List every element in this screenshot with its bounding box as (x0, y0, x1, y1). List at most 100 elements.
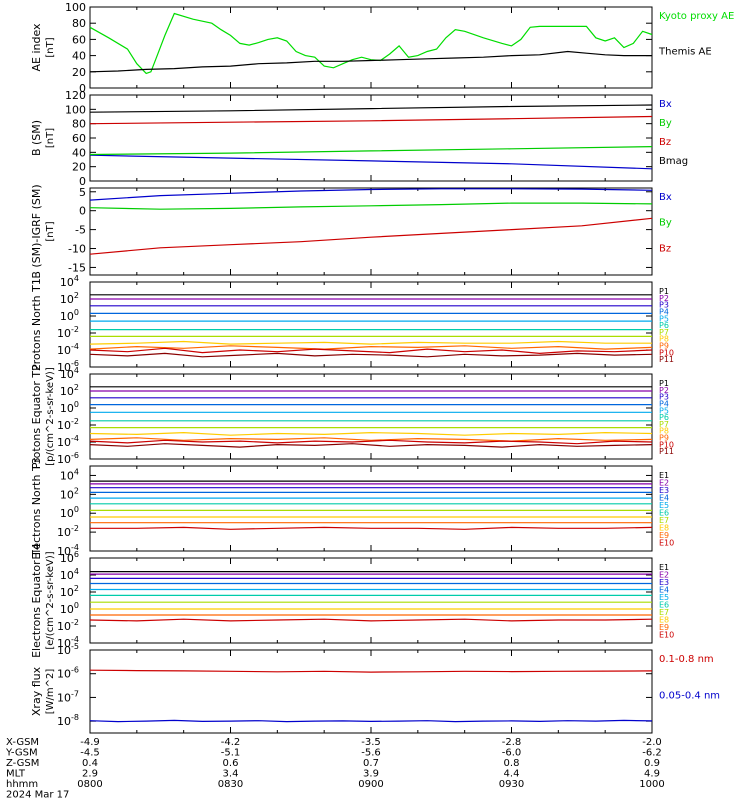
y-tick-label: 10-2 (57, 417, 79, 432)
ephem-row-label: hhmm (6, 779, 38, 790)
y-tick-label: 10-7 (57, 689, 79, 704)
series-p10 (89, 439, 653, 445)
y-tick-label: 60 (72, 132, 86, 145)
legend-entry: Bz (659, 137, 671, 148)
legend-entry: E10 (659, 631, 674, 640)
legend-entry: P9 (659, 342, 669, 351)
series-bx (89, 154, 653, 170)
panel-5: 10-6 10-4 10-2 100 102 104 Protons Equator T2[… (30, 364, 674, 469)
y-tick-label: 40 (72, 146, 86, 159)
legend-entry: P3 (659, 393, 669, 402)
ephem-value: -5.1 (221, 748, 241, 759)
legend-entry: P8 (659, 335, 669, 344)
y-tick-label: -10 (68, 243, 86, 256)
y-axis-label: Protons North T1 (30, 278, 43, 371)
series-by (89, 146, 653, 156)
legend-entry: P3 (659, 301, 669, 310)
legend-entry: E2 (659, 571, 669, 580)
legend-entry: Themis AE (658, 47, 712, 58)
legend-entry: P9 (659, 434, 669, 443)
ephem-value: 0900 (358, 779, 383, 790)
panel-frame (89, 465, 653, 552)
ephem-value: -3.5 (361, 737, 381, 748)
y-axis-label: B (SM) (30, 120, 43, 156)
y-tick-label: 104 (60, 366, 79, 381)
legend-entry: P2 (659, 386, 669, 395)
series-bx (89, 188, 653, 201)
panel-8: 10-8 10-7 10-6 10-5 Xray flux [W/m^2] 0.1-0.8 … (30, 642, 720, 734)
legend-entry: P1 (659, 379, 669, 388)
y-tick-label: 5 (79, 186, 86, 199)
y-tick-label: 10-4 (57, 342, 79, 357)
legend-entry: P11 (659, 447, 674, 456)
series-themis-ae (89, 50, 652, 73)
y-tick-label: 80 (72, 118, 86, 131)
y-axis-units: [nT] (45, 221, 56, 241)
y-tick-label: 104 (60, 467, 79, 482)
ephem-value: 0830 (218, 779, 243, 790)
ephem-value: 0930 (499, 779, 524, 790)
legend-entry: By (659, 118, 672, 129)
ephem-row-label: Y-GSM (5, 748, 38, 759)
y-tick-label: -5 (75, 224, 86, 237)
ephem-value: 0.8 (504, 758, 520, 769)
y-axis-units: [nT] (45, 37, 56, 57)
y-axis-units: [e/(cm^2-s-sr-keV)] (45, 551, 56, 649)
series-bmag (89, 104, 653, 113)
legend-entry: E2 (659, 479, 669, 488)
legend-entry: P2 (659, 294, 669, 303)
legend-entry: P10 (659, 348, 674, 357)
legend-entry: E8 (659, 524, 669, 533)
y-tick-label: 102 (60, 383, 79, 398)
y-tick-label: 10-6 (57, 451, 79, 466)
legend-entry: E1 (659, 563, 669, 572)
y-tick-label: 80 (72, 17, 86, 30)
ephem-row-label: X-GSM (6, 737, 39, 748)
ephem-value: -6.2 (642, 748, 662, 759)
y-axis-label: B (SM)-IGRF (SM) (30, 184, 43, 278)
y-tick-label: 0 (79, 175, 86, 188)
y-tick-label: -15 (68, 261, 86, 274)
legend-entry: E6 (659, 509, 669, 518)
ephem-value: 0.7 (363, 758, 379, 769)
y-tick-label: 20 (72, 161, 86, 174)
series-p9 (89, 437, 653, 442)
legend-entry: E9 (659, 623, 669, 632)
series-p8 (89, 431, 653, 436)
ephem-value: -4.2 (221, 737, 241, 748)
series-p10 (89, 347, 653, 355)
legend-entry: P8 (659, 427, 669, 436)
series-0-05-0-4-nm (89, 719, 653, 723)
panel-3: -15 -10 -5 0 5 B (SM)-IGRF (SM) [nT] Bx By Bz (30, 184, 672, 278)
legend-entry: E4 (659, 586, 669, 595)
legend-entry: 0.05-0.4 nm (659, 691, 720, 702)
legend-entry: E5 (659, 501, 669, 510)
y-tick-label: 100 (60, 601, 79, 616)
y-axis-label: Protons Equator T2 (30, 364, 43, 469)
series-by (89, 202, 653, 210)
y-tick-label: 10-6 (57, 666, 79, 681)
legend-entry: Bx (659, 192, 672, 203)
ephem-value: 4.4 (504, 769, 520, 780)
legend-entry: E1 (659, 471, 669, 480)
series-kyoto-proxy-ae (89, 12, 653, 75)
y-tick-label: 10-2 (57, 524, 79, 539)
legend-entry: E5 (659, 593, 669, 602)
y-tick-label: 100 (60, 505, 79, 520)
series-bz (89, 217, 653, 255)
legend-entry: E3 (659, 578, 669, 587)
y-axis-label: Xray flux (30, 666, 43, 716)
legend-entry: E3 (659, 486, 669, 495)
legend-entry: E7 (659, 516, 669, 525)
series-p11 (89, 352, 653, 358)
y-tick-label: 104 (60, 567, 79, 582)
panel-1: 0 20 40 60 80 100 AE index [nT] Kyoto proxy AE Th… (30, 1, 734, 95)
y-tick-label: 102 (60, 486, 79, 501)
panel-frame (89, 187, 653, 276)
ephem-row-label: MLT (6, 769, 26, 780)
legend-entry: E4 (659, 494, 669, 503)
legend-entry: Kyoto proxy AE (659, 11, 734, 22)
y-tick-label: 100 (60, 400, 79, 415)
legend-entry: P7 (659, 328, 669, 337)
